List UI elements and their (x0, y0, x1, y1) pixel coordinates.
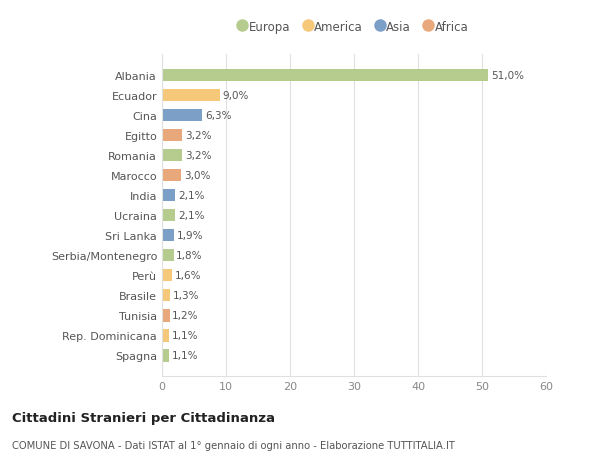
Bar (162, 190, 175, 202)
Text: 51,0%: 51,0% (491, 71, 524, 81)
Text: COMUNE DI SAVONA - Dati ISTAT al 1° gennaio di ogni anno - Elaborazione TUTTITAL: COMUNE DI SAVONA - Dati ISTAT al 1° genn… (12, 440, 455, 450)
Bar (162, 230, 174, 242)
Text: 1,6%: 1,6% (175, 271, 202, 280)
Text: 1,1%: 1,1% (172, 351, 198, 361)
Text: 3,2%: 3,2% (185, 131, 212, 141)
Bar (162, 150, 182, 162)
Bar (162, 349, 169, 362)
Text: 1,3%: 1,3% (173, 291, 199, 301)
Bar (162, 309, 170, 322)
Legend: Europa, America, Asia, Africa: Europa, America, Asia, Africa (235, 16, 473, 39)
Text: 1,8%: 1,8% (176, 251, 203, 261)
Bar (162, 129, 182, 142)
Text: 1,9%: 1,9% (177, 231, 203, 241)
Bar (162, 70, 488, 82)
Text: 3,2%: 3,2% (185, 151, 212, 161)
Bar (162, 210, 175, 222)
Text: 3,0%: 3,0% (184, 171, 210, 181)
Bar (162, 250, 173, 262)
Bar (162, 90, 220, 102)
Text: 2,1%: 2,1% (178, 211, 205, 221)
Text: 1,1%: 1,1% (172, 330, 198, 341)
Bar (162, 110, 202, 122)
Text: 2,1%: 2,1% (178, 191, 205, 201)
Bar (162, 330, 169, 342)
Bar (162, 269, 172, 282)
Text: 6,3%: 6,3% (205, 111, 232, 121)
Text: 9,0%: 9,0% (222, 91, 248, 101)
Bar (162, 290, 170, 302)
Text: 1,2%: 1,2% (172, 311, 199, 321)
Text: Cittadini Stranieri per Cittadinanza: Cittadini Stranieri per Cittadinanza (12, 412, 275, 425)
Bar (162, 169, 181, 182)
